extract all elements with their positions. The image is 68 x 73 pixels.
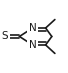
- Text: N: N: [29, 40, 36, 50]
- Text: S: S: [1, 31, 8, 41]
- Text: N: N: [29, 23, 36, 33]
